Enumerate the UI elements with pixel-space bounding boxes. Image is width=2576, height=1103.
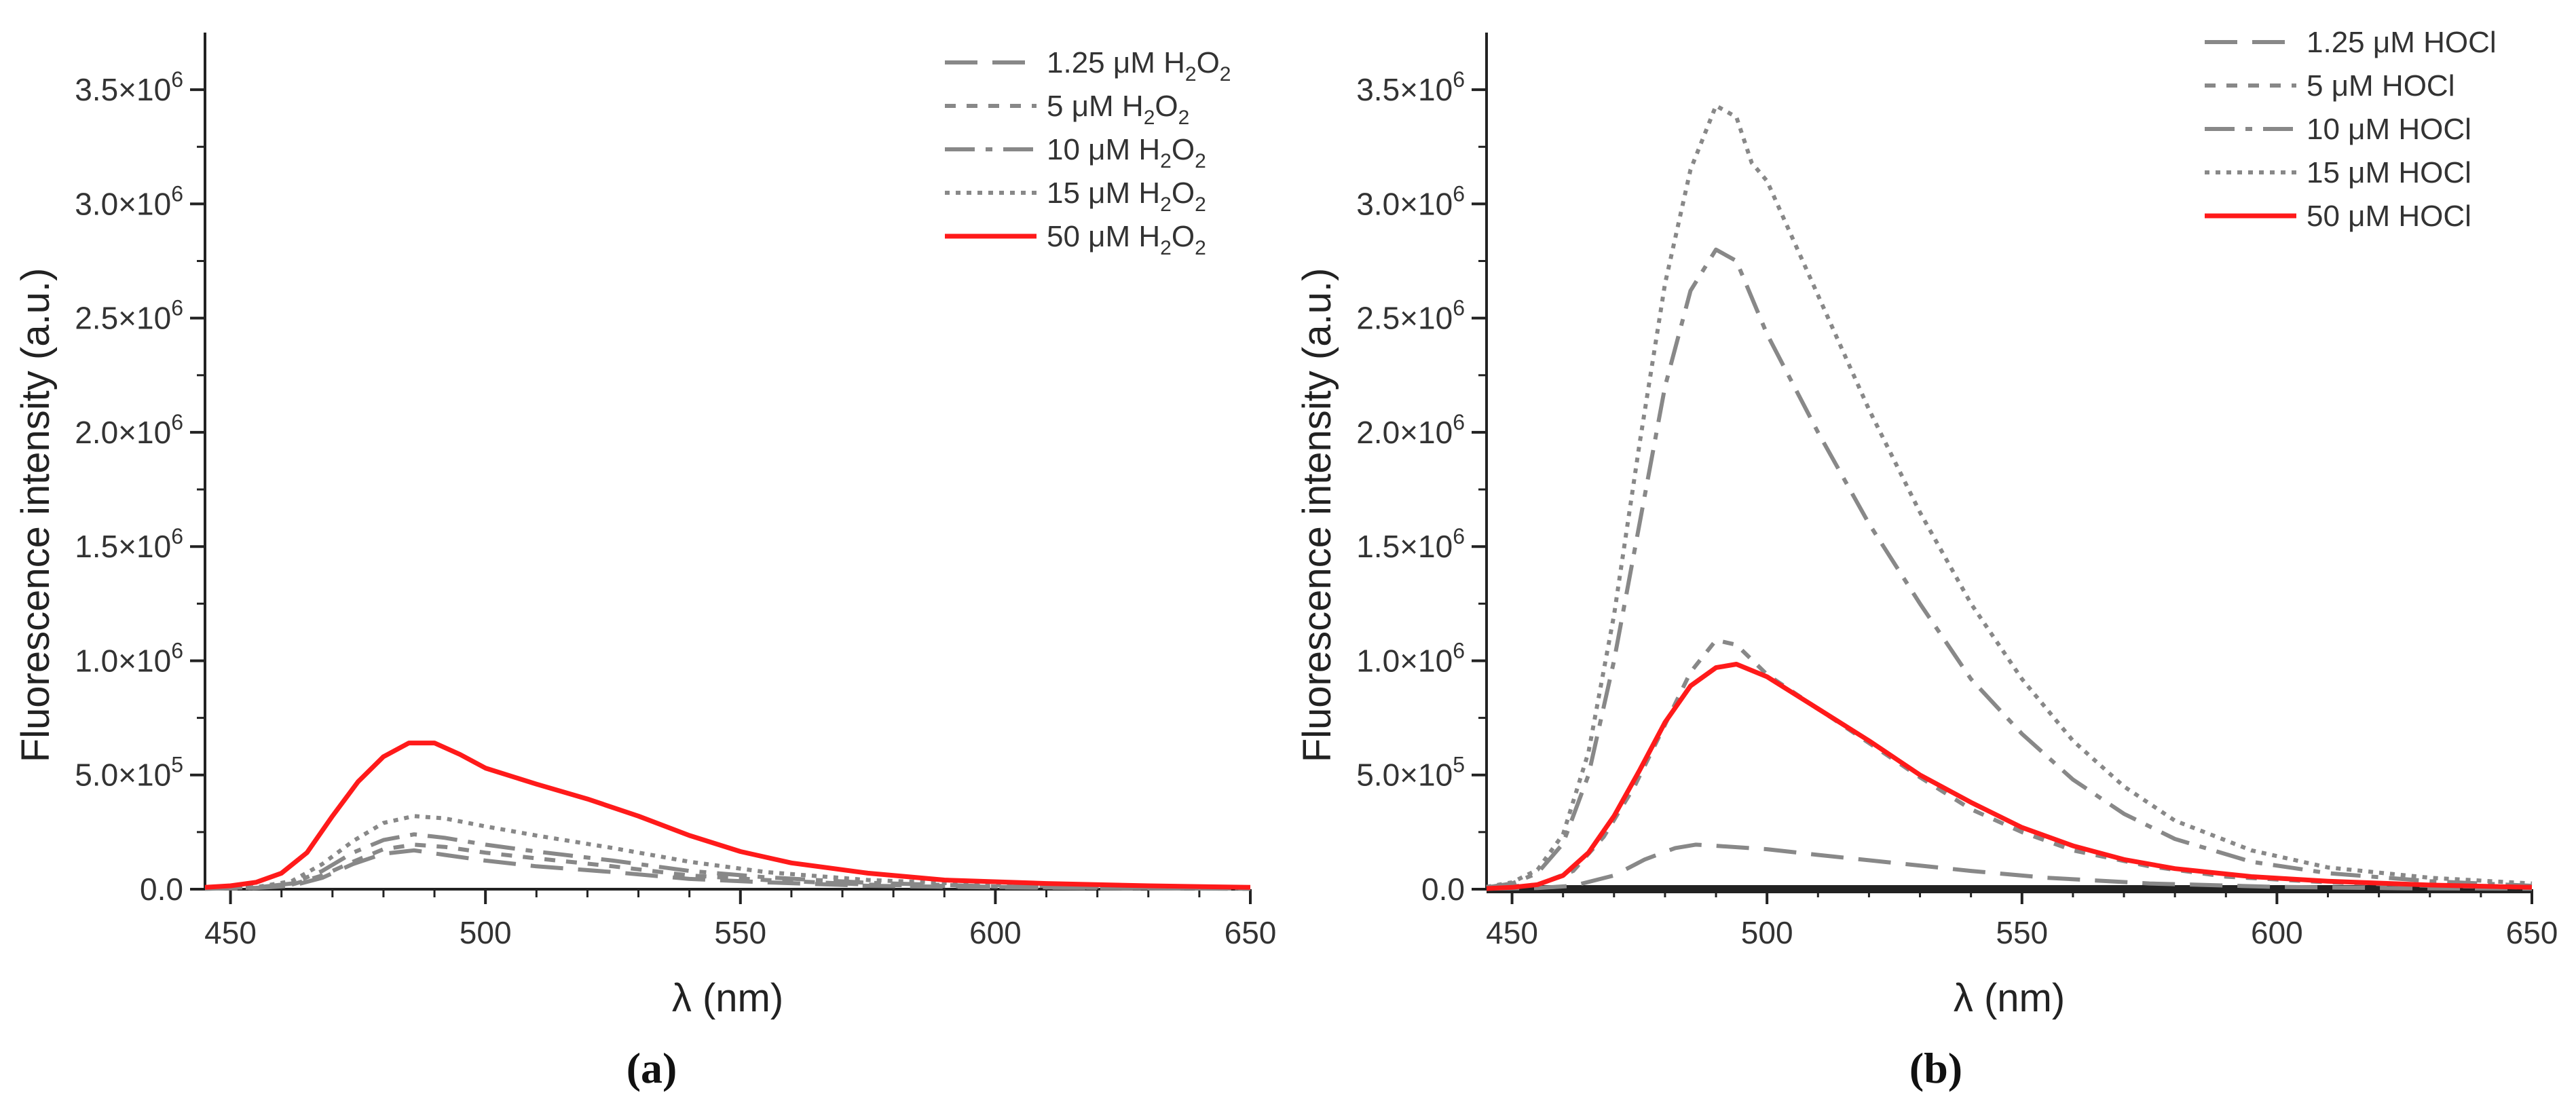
- c1-legend-label-0: 1.25 μM HOCl: [2307, 26, 2497, 59]
- c1-x-tick-label: 650: [2506, 915, 2558, 950]
- c0-series-line-0: [204, 848, 1251, 891]
- c0-legend-label-1: 5 μM H2O2: [1047, 90, 1189, 129]
- c1-x-axis-title: λ (nm): [1954, 976, 2065, 1020]
- c1-panel-label: (b): [1909, 1044, 1962, 1092]
- c1-y-tick-label: 3.0×106: [1356, 181, 1465, 221]
- panel-b-chart: 450 500 550 600 650 0.0 5.0×105 1.0×106 1.5×106 2…: [1295, 26, 2558, 1092]
- c1-y-tick-label: 1.0×106: [1356, 638, 1465, 678]
- c1-series-line-4: [1486, 662, 2533, 891]
- c1-legend-label-4: 50 μM HOCl: [2307, 200, 2471, 233]
- c1-x-tick-label: 550: [1996, 915, 2048, 950]
- c0-panel-label: (a): [627, 1044, 677, 1092]
- c0-series-line-4: [204, 741, 1251, 890]
- c0-series-line-1: [204, 842, 1251, 891]
- c1-y-axis-title: Fluorescence intensity (a.u.): [1295, 268, 1339, 763]
- c1-y-tick-label: 0.0: [1421, 872, 1465, 907]
- c0-y-tick-label: 2.0×106: [75, 410, 183, 450]
- c0-series-line-2: [204, 832, 1251, 891]
- c0-y-tick-label: 0.0: [140, 872, 183, 907]
- c1-legend-label-1: 5 μM HOCl: [2307, 69, 2454, 102]
- c1-series-line-0: [1486, 842, 2533, 891]
- panel-a-chart: 450 500 550 600 650 0.0 5.0×105 1.0×106 1.5×106 2…: [14, 33, 1276, 1092]
- c1-series-line-2: [1486, 247, 2533, 890]
- c0-x-axis-title: λ (nm): [672, 976, 783, 1020]
- c0-x-tick-label: 600: [969, 915, 1022, 950]
- c0-legend-label-3: 15 μM H2O2: [1047, 176, 1206, 216]
- c1-x-tick-label: 600: [2251, 915, 2303, 950]
- c0-y-tick-label: 3.0×106: [75, 181, 183, 221]
- c0-legend-label-2: 10 μM H2O2: [1047, 133, 1206, 172]
- c0-y-tick-label: 1.0×106: [75, 638, 183, 678]
- c1-y-tick-label: 5.0×105: [1356, 753, 1465, 793]
- c1-x-tick-label: 450: [1486, 915, 1538, 950]
- c0-x-tick-label: 650: [1225, 915, 1277, 950]
- c0-y-axis-title: Fluorescence intensity (a.u.): [14, 268, 58, 763]
- c0-y-tick-label: 3.5×106: [75, 67, 183, 107]
- c0-legend-label-4: 50 μM H2O2: [1047, 220, 1206, 259]
- c0-legend-label-0: 1.25 μM H2O2: [1047, 46, 1231, 86]
- c0-y-tick-label: 1.5×106: [75, 524, 183, 564]
- c0-y-tick-label: 2.5×106: [75, 296, 183, 336]
- c1-y-tick-label: 3.5×106: [1356, 67, 1465, 107]
- c0-y-tick-label: 5.0×105: [75, 753, 183, 793]
- c0-x-tick-label: 500: [460, 915, 512, 950]
- c0-x-tick-label: 550: [714, 915, 766, 950]
- c0-x-tick-label: 450: [204, 915, 257, 950]
- c1-y-tick-label: 1.5×106: [1356, 524, 1465, 564]
- c0-series-line-3: [204, 814, 1251, 891]
- c1-legend-label-2: 10 μM HOCl: [2307, 113, 2471, 146]
- c1-legend-label-3: 15 μM HOCl: [2307, 156, 2471, 189]
- c1-x-tick-label: 500: [1741, 915, 1793, 950]
- c1-y-tick-label: 2.5×106: [1356, 296, 1465, 336]
- c1-y-tick-label: 2.0×106: [1356, 410, 1465, 450]
